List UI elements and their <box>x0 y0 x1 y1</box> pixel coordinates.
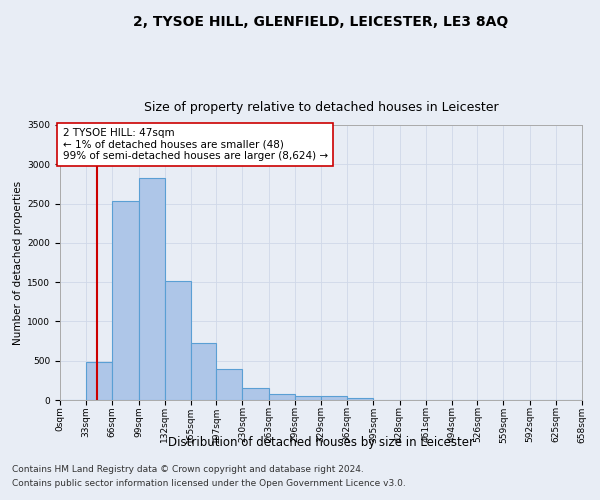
Text: Contains public sector information licensed under the Open Government Licence v3: Contains public sector information licen… <box>12 479 406 488</box>
Bar <box>242 388 269 400</box>
Bar <box>321 396 347 400</box>
Bar <box>269 394 295 400</box>
Text: Contains HM Land Registry data © Crown copyright and database right 2024.: Contains HM Land Registry data © Crown c… <box>12 466 364 474</box>
Bar <box>165 280 191 400</box>
Bar <box>139 178 165 400</box>
Bar <box>86 362 112 400</box>
Bar <box>347 398 373 400</box>
Bar <box>216 370 242 400</box>
Bar <box>112 201 139 400</box>
Y-axis label: Number of detached properties: Number of detached properties <box>13 180 23 344</box>
Bar <box>191 342 216 400</box>
Text: 2, TYSOE HILL, GLENFIELD, LEICESTER, LE3 8AQ: 2, TYSOE HILL, GLENFIELD, LEICESTER, LE3… <box>133 16 509 30</box>
Text: 2 TYSOE HILL: 47sqm
← 1% of detached houses are smaller (48)
99% of semi-detache: 2 TYSOE HILL: 47sqm ← 1% of detached hou… <box>62 128 328 161</box>
Text: Distribution of detached houses by size in Leicester: Distribution of detached houses by size … <box>168 436 474 449</box>
Text: Size of property relative to detached houses in Leicester: Size of property relative to detached ho… <box>143 101 499 114</box>
Bar <box>295 396 321 400</box>
